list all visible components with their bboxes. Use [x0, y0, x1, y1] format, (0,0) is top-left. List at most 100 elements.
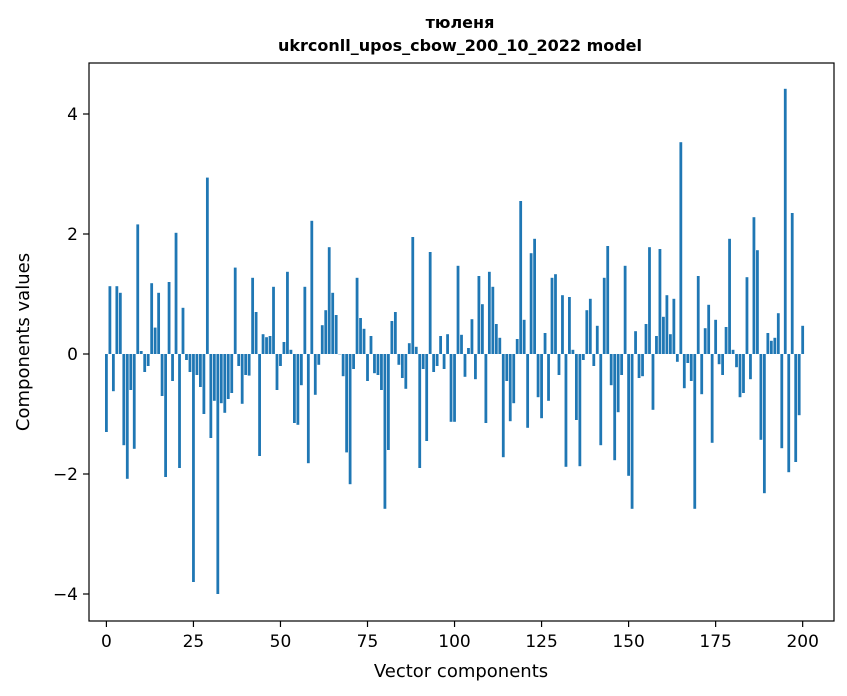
bar-195 [783, 88, 787, 355]
bar-18 [167, 282, 171, 354]
bar-24 [188, 354, 192, 372]
bar-38 [237, 354, 241, 366]
bar-6 [125, 354, 129, 479]
bar-130 [557, 354, 561, 375]
bar-183 [742, 354, 745, 393]
bar-131 [561, 295, 564, 354]
bar-188 [759, 354, 763, 440]
bar-173 [707, 304, 711, 354]
bar-145 [609, 354, 613, 386]
bar-39 [240, 354, 244, 404]
x-tick-label: 75 [357, 632, 379, 652]
bar-119 [519, 201, 523, 354]
bar-128 [550, 277, 554, 354]
bar-176 [717, 354, 721, 365]
bar-177 [721, 354, 724, 375]
bar-10 [139, 351, 143, 354]
bar-83 [393, 312, 397, 354]
bar-121 [526, 354, 530, 428]
bar-82 [390, 321, 394, 354]
bar-99 [449, 354, 453, 422]
bar-182 [738, 354, 742, 398]
bar-174 [710, 354, 714, 443]
bar-95 [435, 354, 439, 366]
bar-37 [233, 267, 237, 354]
bar-156 [648, 247, 651, 354]
bar-139 [588, 298, 592, 354]
bar-153 [637, 354, 641, 378]
bar-196 [787, 354, 791, 473]
bar-26 [195, 354, 199, 375]
bar-149 [623, 265, 627, 354]
bar-151 [630, 354, 634, 509]
bar-169 [693, 354, 697, 509]
bar-198 [794, 354, 798, 462]
bar-65 [331, 292, 335, 354]
bar-164 [675, 354, 679, 362]
bars-group [105, 88, 805, 594]
bar-78 [376, 354, 380, 375]
bar-185 [749, 354, 752, 380]
x-tick-label: 150 [612, 632, 644, 652]
bar-57 [303, 286, 307, 354]
bar-144 [606, 246, 610, 354]
y-axis-label: Components values [13, 253, 34, 431]
bar-100 [453, 354, 456, 422]
bar-34 [223, 354, 227, 413]
bar-56 [299, 354, 303, 386]
bar-21 [178, 354, 181, 468]
bar-150 [627, 354, 630, 476]
bar-8 [132, 354, 136, 449]
bar-197 [790, 213, 794, 354]
bar-155 [644, 324, 648, 354]
bar-61 [317, 354, 321, 365]
bar-105 [470, 319, 474, 354]
bar-68 [341, 354, 345, 377]
bar-116 [508, 354, 512, 422]
bar-159 [658, 249, 662, 354]
bar-11 [143, 354, 147, 372]
bar-63 [324, 310, 328, 354]
bar-168 [689, 354, 693, 381]
bar-194 [780, 354, 784, 449]
bar-55 [296, 354, 300, 425]
bar-9 [136, 224, 140, 354]
y-tick-label: 4 [67, 105, 78, 125]
bar-92 [425, 354, 429, 441]
bar-51 [282, 342, 286, 354]
bar-108 [481, 304, 484, 354]
bar-22 [181, 307, 185, 354]
bar-72 [355, 277, 359, 354]
bar-94 [432, 354, 436, 372]
bar-170 [696, 276, 700, 354]
bar-192 [773, 337, 777, 354]
chart-title: тюленя [426, 13, 495, 32]
bar-90 [418, 354, 422, 468]
bar-103 [463, 354, 467, 377]
bar-146 [613, 354, 617, 461]
bar-91 [421, 354, 425, 369]
bar-166 [682, 354, 686, 389]
chart-subtitle: ukrconll_upos_cbow_200_10_2022 model [278, 36, 642, 55]
bar-27 [199, 354, 202, 387]
bar-7 [129, 354, 133, 390]
bar-76 [369, 336, 373, 354]
bar-140 [592, 354, 596, 366]
bar-158 [655, 336, 658, 354]
bar-2 [111, 354, 115, 392]
bar-148 [620, 354, 624, 375]
bar-152 [634, 331, 637, 354]
bar-87 [407, 343, 411, 354]
bar-44 [258, 354, 261, 456]
bar-97 [442, 354, 446, 369]
x-tick-label: 175 [699, 632, 731, 652]
bar-80 [383, 354, 387, 509]
bar-138 [585, 310, 589, 354]
bar-147 [616, 354, 620, 413]
bar-163 [672, 298, 676, 354]
bar-101 [456, 265, 460, 354]
bar-98 [446, 334, 449, 354]
bar-124 [536, 354, 540, 398]
bar-111 [491, 286, 495, 354]
bar-16 [160, 354, 164, 396]
